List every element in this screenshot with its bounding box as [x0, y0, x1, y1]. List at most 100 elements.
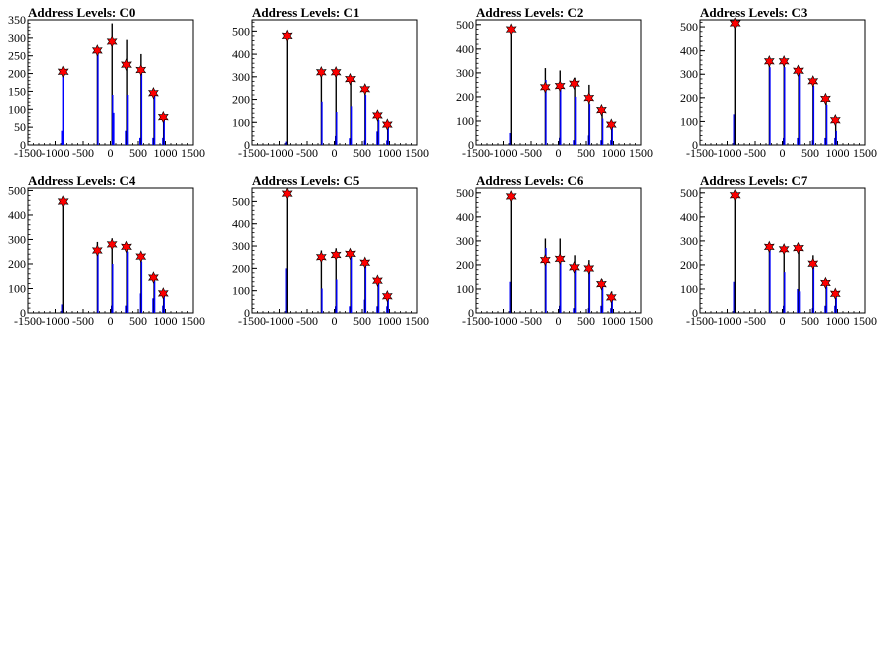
histogram-bin [97, 52, 99, 146]
peak-marker [793, 241, 804, 255]
peak-marker [505, 190, 517, 203]
histogram-bin [386, 140, 388, 145]
peak-marker [315, 66, 327, 79]
x-tick-label: 500 [129, 146, 147, 160]
chart-panel-5: Address Levels: C5-1500 -1000 -500 0 500 1000… [232, 173, 429, 328]
x-tick-label: 1000 [826, 146, 850, 160]
y-tick-label: 400 [456, 210, 474, 224]
histogram-bin [610, 308, 612, 313]
histogram-bin [377, 120, 380, 145]
y-tick-label: 350 [8, 13, 26, 27]
histogram-bin [350, 106, 353, 145]
histogram-bin [784, 272, 786, 313]
histogram-bin [320, 250, 323, 313]
peak-marker [121, 240, 132, 254]
plot-frame [475, 19, 642, 146]
peak-marker [381, 290, 393, 303]
x-tick-label: -1000 [490, 314, 518, 328]
histogram-bin [61, 304, 63, 313]
y-tick-label: 200 [456, 90, 474, 104]
histogram-bin [113, 112, 115, 145]
x-tick-label: 1500 [629, 314, 653, 328]
histogram-bin [510, 27, 512, 145]
y-tick-label: 300 [456, 66, 474, 80]
peak-marker [829, 114, 841, 127]
histogram-bin [797, 137, 799, 145]
histogram-bin [573, 308, 575, 313]
plot-frame [251, 19, 418, 146]
peak-marker [793, 64, 804, 77]
y-tick-label: 150 [8, 84, 26, 98]
peak-marker [330, 248, 342, 262]
histogram-bin [611, 125, 613, 145]
y-tick-label: 400 [232, 217, 250, 231]
peak-marker [330, 66, 342, 79]
peak-marker [820, 92, 831, 106]
histogram-bin [335, 70, 337, 145]
histogram-bin [125, 305, 127, 313]
y-tick-label: 500 [680, 20, 698, 34]
x-tick-label: 0 [332, 314, 338, 328]
y-tick-label: 0 [692, 138, 698, 152]
peak-marker [148, 86, 159, 100]
x-tick-label: 500 [577, 314, 595, 328]
peak-marker [820, 276, 831, 290]
chart-panel-0: Address Levels: C0-1500 -1000 -500 0 500 1000… [8, 5, 205, 160]
y-tick-label: 0 [468, 306, 474, 320]
peak-marker [763, 55, 775, 68]
histogram-bin [798, 74, 801, 145]
histogram-bin [112, 95, 114, 145]
y-tick-label: 400 [232, 47, 250, 61]
histogram-bin [834, 137, 836, 145]
y-tick-label: 200 [232, 93, 250, 107]
histogram-bin [610, 140, 612, 145]
y-tick-label: 100 [232, 284, 250, 298]
x-tick-label: -1500 [238, 146, 266, 160]
histogram-bin [812, 267, 815, 313]
peak-marker [359, 83, 371, 96]
histogram-bin [285, 268, 287, 313]
histogram-bin [600, 305, 602, 313]
y-tick-label: 100 [232, 115, 250, 129]
histogram-bin [812, 86, 815, 145]
peak-marker [281, 29, 293, 43]
histogram-bin [336, 279, 338, 313]
histogram-bin [733, 114, 735, 145]
peak-marker [729, 188, 741, 202]
histogram-bin [126, 39, 128, 146]
y-tick-label: 50 [14, 120, 26, 134]
y-tick-label: 100 [456, 282, 474, 296]
y-tick-label: 100 [8, 102, 26, 116]
x-tick-label: 0 [556, 314, 562, 328]
peak-marker [583, 262, 595, 275]
y-tick-label: 100 [8, 281, 26, 295]
histogram-bin [545, 248, 547, 313]
chart-title: Address Levels: C1 [252, 5, 359, 20]
y-tick-label: 0 [244, 138, 250, 152]
peak-marker [778, 55, 790, 68]
y-tick-label: 250 [8, 49, 26, 63]
peak-marker [778, 243, 790, 256]
y-tick-label: 300 [8, 232, 26, 246]
x-tick-label: 500 [577, 146, 595, 160]
histogram-bin [376, 131, 378, 145]
histogram-bin [350, 257, 353, 313]
histogram-bin [574, 96, 577, 145]
histogram-bin [769, 250, 771, 313]
x-tick-label: 0 [780, 146, 786, 160]
histogram-bin [364, 266, 367, 313]
y-tick-label: 500 [8, 183, 26, 197]
x-tick-label: -1500 [686, 146, 714, 160]
x-tick-label: -500 [72, 146, 94, 160]
histogram-bin [152, 137, 154, 145]
peak-marker [157, 110, 169, 124]
peak-marker [359, 256, 371, 270]
x-tick-label: 1500 [405, 314, 429, 328]
chart-title: Address Levels: C3 [700, 5, 808, 20]
chart-title: Address Levels: C7 [700, 173, 808, 188]
peak-marker [315, 250, 327, 264]
x-tick-label: 500 [801, 146, 819, 160]
chart-panel-7: Address Levels: C7-1500 -1000 -500 0 500 1000… [680, 173, 877, 328]
x-tick-label: 0 [556, 146, 562, 160]
